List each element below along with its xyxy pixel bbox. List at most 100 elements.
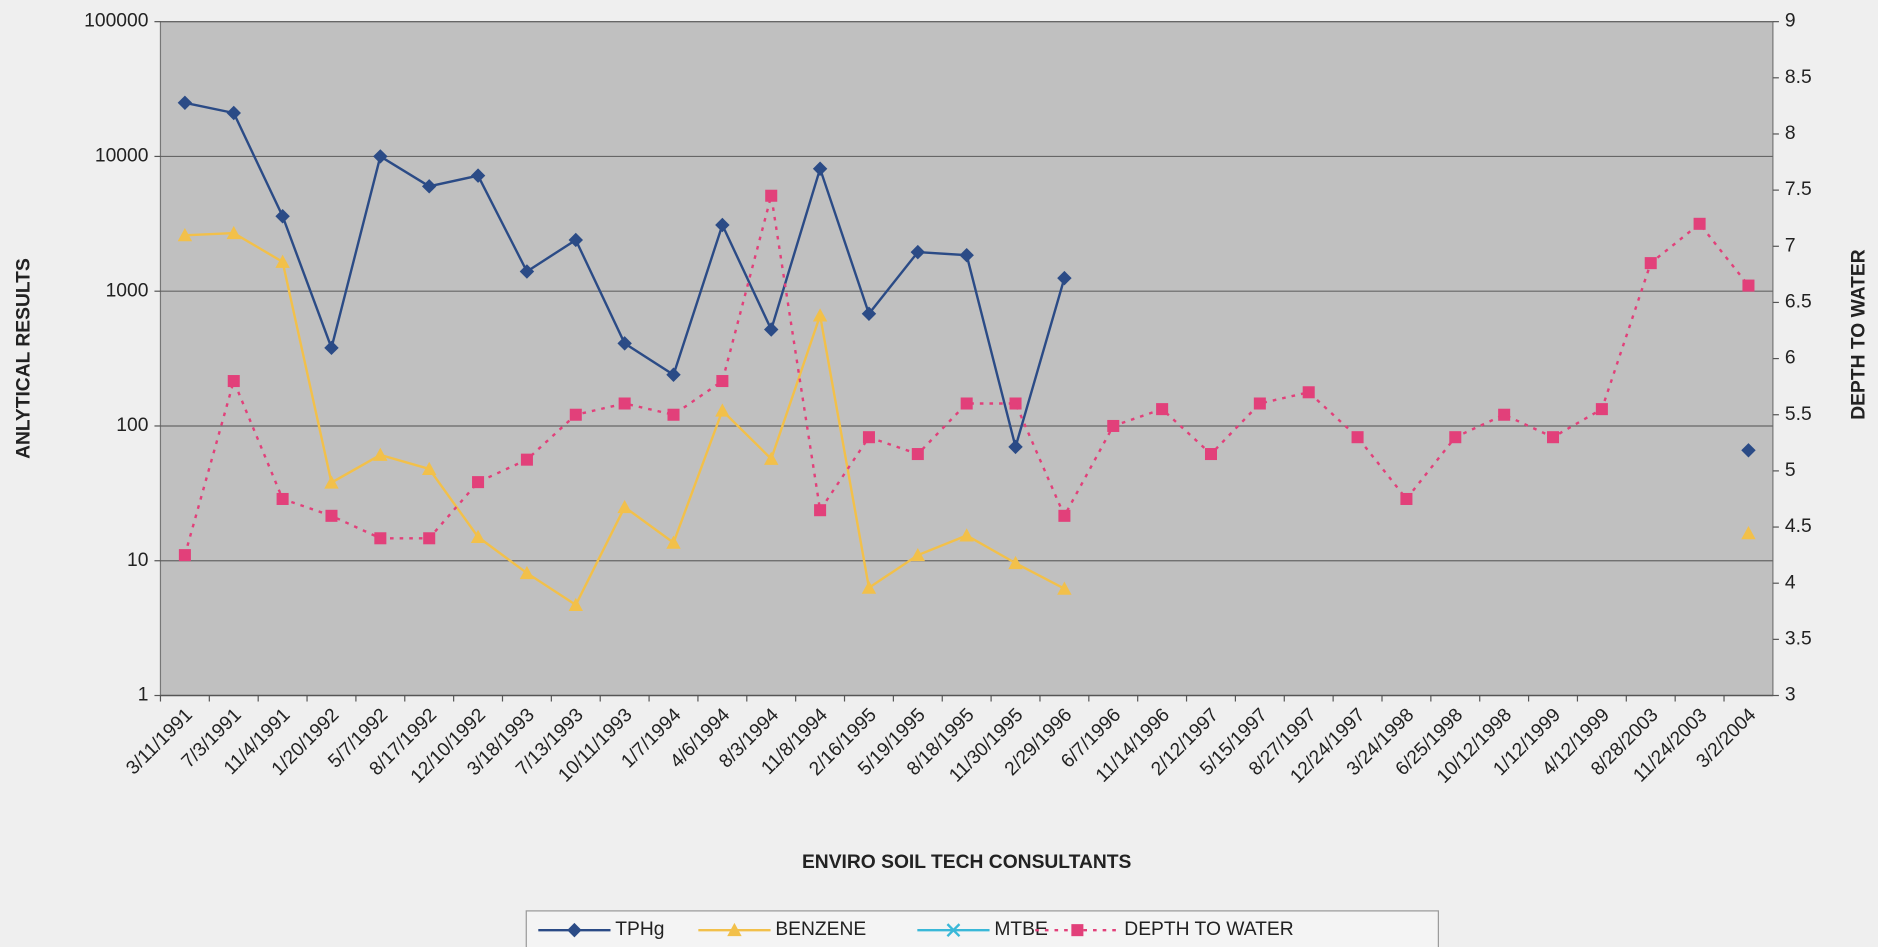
data-point bbox=[959, 247, 974, 263]
data-point bbox=[1008, 439, 1023, 455]
data-point bbox=[1741, 443, 1756, 458]
data-point bbox=[226, 225, 241, 240]
y2-tick-label: 5.5 bbox=[1785, 404, 1812, 425]
data-point bbox=[1253, 397, 1266, 410]
data-point bbox=[423, 532, 436, 545]
y2-tick-label: 6 bbox=[1785, 348, 1796, 369]
y-tick-label: 1 bbox=[138, 685, 149, 706]
data-point bbox=[1742, 279, 1755, 292]
y2-tick-label: 3 bbox=[1785, 685, 1796, 706]
data-point bbox=[178, 549, 191, 562]
x-axis-title: ENVIRO SOIL TECH CONSULTANTS bbox=[802, 852, 1132, 873]
data-point bbox=[373, 447, 388, 461]
y-tick-label: 100000 bbox=[84, 11, 148, 32]
data-point bbox=[177, 95, 193, 111]
data-point bbox=[1204, 448, 1217, 461]
data-point bbox=[765, 189, 778, 202]
data-point bbox=[472, 476, 485, 489]
data-point bbox=[911, 448, 924, 461]
data-point bbox=[960, 397, 973, 410]
legend-label: BENZENE bbox=[775, 919, 866, 940]
data-point bbox=[1156, 403, 1169, 416]
data-point bbox=[666, 535, 681, 549]
data-point bbox=[373, 149, 388, 164]
data-point bbox=[1057, 581, 1072, 595]
data-point bbox=[764, 322, 779, 337]
legend-marker bbox=[567, 922, 582, 938]
data-point bbox=[1058, 509, 1071, 522]
data-point bbox=[226, 105, 241, 121]
data-point bbox=[421, 461, 437, 475]
data-point bbox=[814, 504, 827, 517]
data-point bbox=[1400, 492, 1413, 505]
data-point bbox=[1741, 526, 1756, 540]
y-tick-label: 1000 bbox=[106, 280, 149, 301]
legend-label: TPHg bbox=[615, 919, 664, 940]
x-tick-label: 3/11/1991 bbox=[122, 705, 196, 779]
data-point bbox=[764, 451, 779, 465]
y2-tick-label: 6.5 bbox=[1785, 292, 1812, 313]
y2-axis-title: DEPTH TO WATER bbox=[1849, 249, 1870, 420]
data-point bbox=[275, 254, 290, 268]
data-point bbox=[716, 375, 729, 388]
data-point bbox=[666, 367, 681, 382]
data-point bbox=[275, 209, 290, 224]
data-point bbox=[1008, 555, 1023, 570]
data-point bbox=[1498, 408, 1511, 421]
data-point bbox=[862, 431, 875, 444]
data-point bbox=[1449, 431, 1462, 444]
data-point bbox=[861, 580, 877, 594]
data-point bbox=[227, 375, 240, 388]
data-point bbox=[520, 453, 533, 466]
data-point bbox=[568, 232, 584, 248]
legend-marker bbox=[1071, 924, 1084, 937]
data-point bbox=[715, 217, 730, 233]
y2-tick-label: 8 bbox=[1785, 123, 1796, 144]
data-point bbox=[667, 408, 680, 421]
legend-marker bbox=[946, 923, 961, 938]
data-point bbox=[1009, 397, 1022, 410]
y2-tick-label: 7.5 bbox=[1785, 179, 1812, 200]
data-point bbox=[177, 228, 193, 242]
y2-tick-label: 4 bbox=[1785, 572, 1796, 593]
data-point bbox=[812, 308, 828, 322]
data-point bbox=[1351, 431, 1364, 444]
data-point bbox=[569, 408, 582, 421]
y2-tick-label: 4.5 bbox=[1785, 516, 1812, 537]
data-point bbox=[568, 597, 584, 611]
data-point bbox=[325, 509, 338, 522]
plot-area bbox=[159, 21, 1774, 697]
data-point bbox=[959, 528, 974, 542]
data-point bbox=[324, 340, 339, 356]
data-point bbox=[519, 264, 535, 279]
data-point bbox=[812, 161, 828, 176]
data-point bbox=[421, 179, 437, 194]
y2-tick-label: 7 bbox=[1785, 235, 1796, 256]
data-point bbox=[617, 336, 632, 351]
y-tick-label: 100 bbox=[116, 415, 148, 436]
data-point bbox=[374, 532, 387, 545]
data-point bbox=[617, 499, 632, 514]
y-tick-label: 10 bbox=[127, 550, 148, 571]
data-point bbox=[324, 475, 339, 489]
legend-label: MTBE bbox=[994, 919, 1048, 940]
legend-marker bbox=[727, 922, 742, 937]
y-tick-label: 10000 bbox=[95, 146, 149, 167]
data-point bbox=[1302, 386, 1315, 399]
y2-tick-label: 5 bbox=[1785, 460, 1796, 481]
y2-tick-label: 9 bbox=[1785, 11, 1796, 32]
legend-label: DEPTH TO WATER bbox=[1124, 919, 1293, 940]
data-point bbox=[910, 547, 926, 562]
data-point bbox=[276, 492, 289, 505]
data-point bbox=[1546, 431, 1560, 444]
data-point bbox=[715, 403, 730, 417]
data-point bbox=[470, 529, 486, 544]
y2-tick-label: 8.5 bbox=[1785, 67, 1812, 88]
data-point bbox=[519, 565, 535, 580]
y-axis-title: ANLYTICAL RESULTS bbox=[14, 258, 35, 459]
data-point bbox=[1595, 403, 1608, 416]
data-point bbox=[1644, 257, 1657, 270]
y2-tick-label: 3.5 bbox=[1785, 628, 1812, 649]
data-point bbox=[1693, 217, 1706, 230]
